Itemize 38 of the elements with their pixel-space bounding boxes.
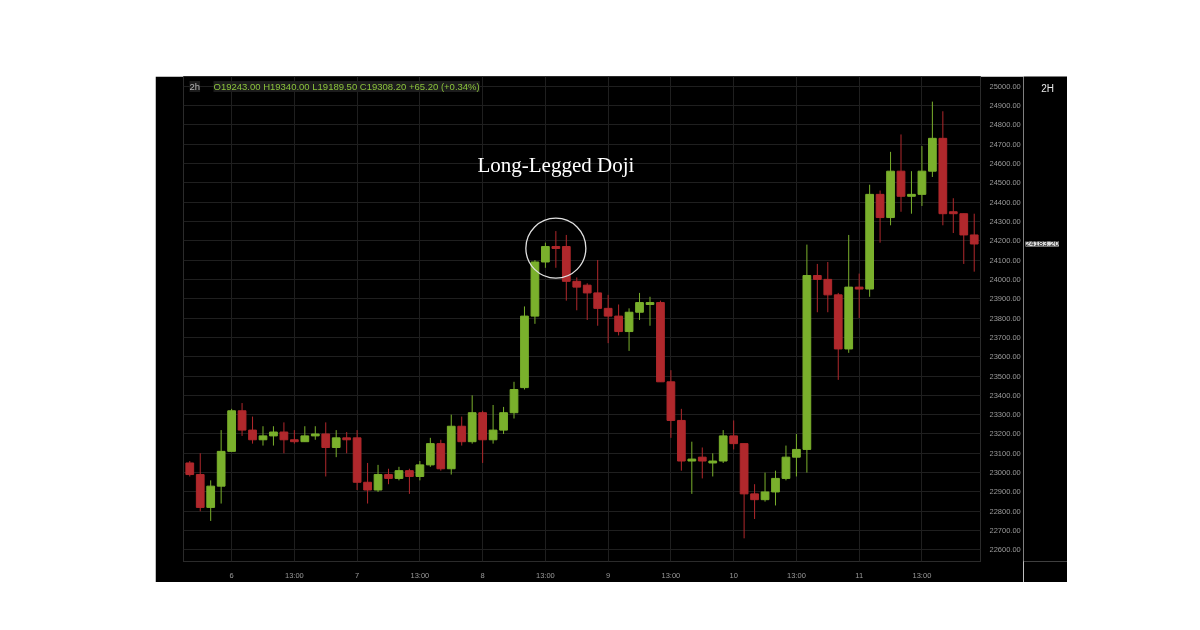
candlestick (907, 170, 916, 215)
candlestick (687, 441, 697, 495)
candlestick (258, 425, 268, 447)
candlestick (363, 462, 372, 505)
text: 24183.20 (1025, 239, 1060, 249)
candlestick (593, 259, 603, 327)
candlestick (771, 470, 780, 506)
candlestick (237, 402, 247, 437)
candlestick (729, 419, 739, 450)
candlestick (206, 479, 216, 522)
candlestick (614, 304, 623, 336)
candlestick (415, 460, 425, 481)
annotation: 2h (189, 81, 201, 92)
text: Long-Legged Doji (477, 153, 635, 178)
annotation: O19243.00 H19340.00 L19189.50 C19308.20 +65.20 (+0.34%) (213, 81, 480, 92)
candlestick (917, 145, 927, 207)
candlestick (582, 282, 592, 321)
candlestick (541, 242, 550, 269)
candlestick (603, 294, 613, 344)
candlestick (781, 445, 791, 481)
candlestick (875, 190, 885, 244)
candlestick (279, 421, 289, 454)
candlestick (969, 213, 979, 273)
candlestick (425, 437, 435, 468)
candlestick (373, 464, 383, 493)
candlestick (697, 447, 707, 479)
candlestick (854, 273, 864, 319)
candlestick (321, 421, 331, 477)
candlestick (342, 431, 352, 454)
candlestick (760, 472, 770, 503)
candlestick (457, 416, 467, 447)
candlestick (708, 452, 718, 477)
candlestick (248, 416, 257, 445)
candlestick (331, 429, 341, 458)
text: 2H (1041, 83, 1055, 94)
candlestick (269, 425, 278, 447)
candlestick (551, 230, 561, 269)
candlestick (405, 468, 414, 495)
